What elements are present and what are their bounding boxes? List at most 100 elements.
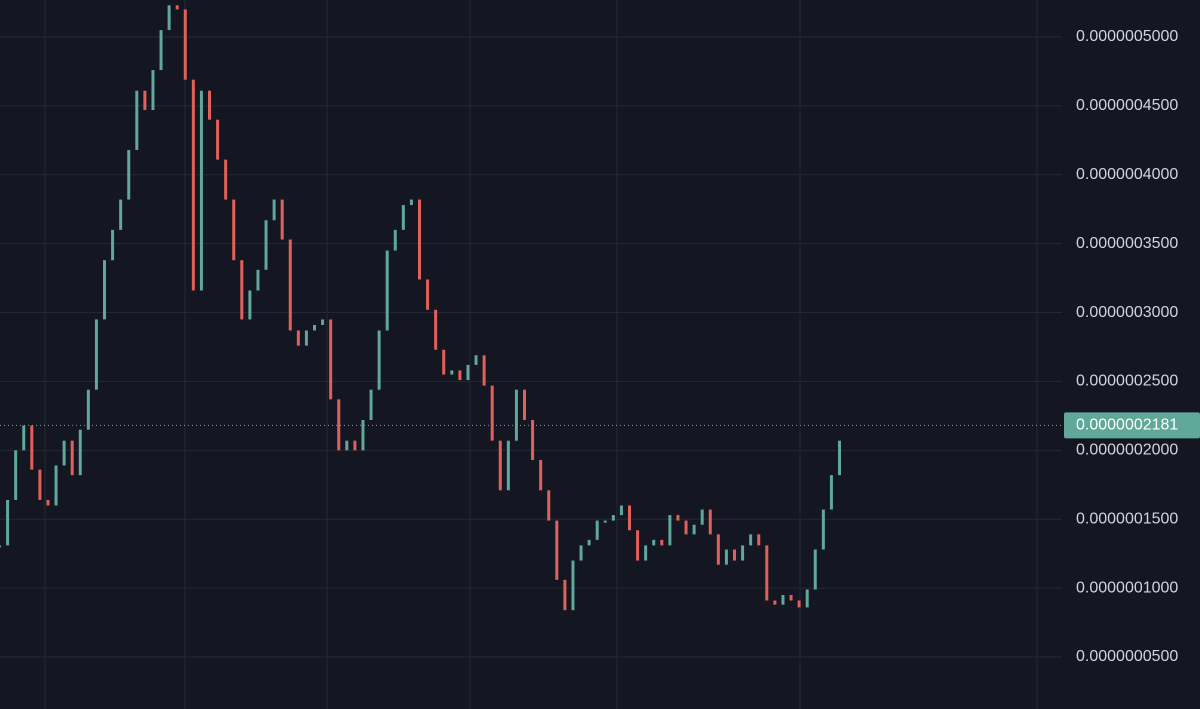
candle [514, 389, 518, 441]
candle [450, 370, 454, 375]
candle [765, 545, 769, 601]
candle [797, 600, 801, 608]
candle [708, 509, 712, 535]
candle [434, 309, 438, 350]
y-tick-label: 0.0000002000 [1076, 442, 1178, 459]
candle [119, 199, 123, 230]
candle [628, 505, 631, 531]
candle [62, 440, 66, 466]
y-tick-label: 0.0000000500 [1076, 648, 1178, 665]
vertical-grid [44, 0, 1038, 709]
candle [143, 90, 147, 111]
candle [111, 229, 115, 261]
candle [288, 239, 292, 331]
candle [587, 539, 591, 546]
candle [272, 199, 276, 221]
candle [54, 465, 58, 506]
candle [70, 440, 74, 476]
candle [232, 199, 236, 261]
candle [38, 469, 42, 500]
candle [773, 600, 777, 605]
candle [135, 90, 139, 150]
candle [579, 545, 583, 561]
candle [14, 450, 18, 500]
last-price-box [1064, 412, 1200, 439]
candle [781, 595, 785, 605]
candle [749, 534, 753, 546]
candle [805, 589, 809, 608]
candle [280, 199, 284, 240]
candle [361, 420, 365, 451]
candle [191, 79, 195, 291]
y-tick-label: 0.0000005000 [1076, 28, 1178, 45]
candle [603, 520, 607, 523]
candle [313, 324, 316, 331]
candle [175, 5, 179, 10]
candle [474, 355, 478, 365]
candle [442, 349, 446, 375]
candle [329, 319, 333, 400]
candle [103, 260, 106, 320]
candle [345, 440, 349, 451]
candle [183, 9, 187, 80]
candle [240, 260, 244, 320]
y-tick-label: 0.0000004000 [1076, 166, 1178, 183]
candle [523, 389, 526, 421]
candle [724, 549, 728, 565]
candle [636, 530, 640, 561]
candle [506, 440, 510, 491]
candle [304, 330, 308, 346]
candle [6, 499, 10, 546]
candle [466, 364, 470, 381]
candle [337, 399, 341, 451]
candle [498, 440, 502, 491]
candle [393, 229, 397, 251]
candle [547, 490, 551, 521]
candle [652, 539, 656, 546]
candle [716, 534, 720, 565]
candle [684, 520, 688, 535]
candle [555, 520, 559, 580]
candle [401, 205, 405, 230]
candle [821, 509, 825, 550]
y-tick-label: 0.0000001500 [1076, 510, 1178, 527]
candle [296, 330, 300, 346]
candle [22, 425, 26, 451]
candle [151, 70, 155, 111]
candle [700, 509, 704, 525]
candle [490, 385, 494, 441]
candle [199, 90, 203, 291]
candle [86, 389, 90, 430]
candle [127, 149, 131, 200]
candle [46, 499, 50, 506]
candle [208, 90, 211, 120]
candle [30, 425, 34, 470]
candle [813, 549, 817, 590]
y-tick-label: 0.0000004500 [1076, 97, 1178, 114]
candle [539, 459, 543, 491]
candle [418, 199, 421, 280]
candle [377, 330, 381, 390]
candle [256, 269, 260, 291]
candle [829, 475, 833, 510]
candle [321, 319, 325, 325]
last-price-label: 0.0000002181 [1076, 417, 1178, 434]
candle [668, 515, 672, 546]
candle [531, 420, 535, 460]
candle [248, 290, 252, 320]
candle [224, 159, 228, 200]
candle [644, 545, 648, 561]
candle [385, 250, 389, 331]
y-tick-label: 0.0000001000 [1076, 579, 1178, 596]
candle [216, 119, 220, 160]
candle [660, 539, 664, 546]
candle [159, 30, 163, 71]
candle [94, 319, 98, 390]
candle [458, 370, 462, 381]
candle [0, 545, 1, 548]
y-tick-label: 0.0000002500 [1076, 373, 1178, 390]
candle [571, 560, 575, 611]
candle [741, 545, 745, 561]
candle [611, 515, 615, 521]
